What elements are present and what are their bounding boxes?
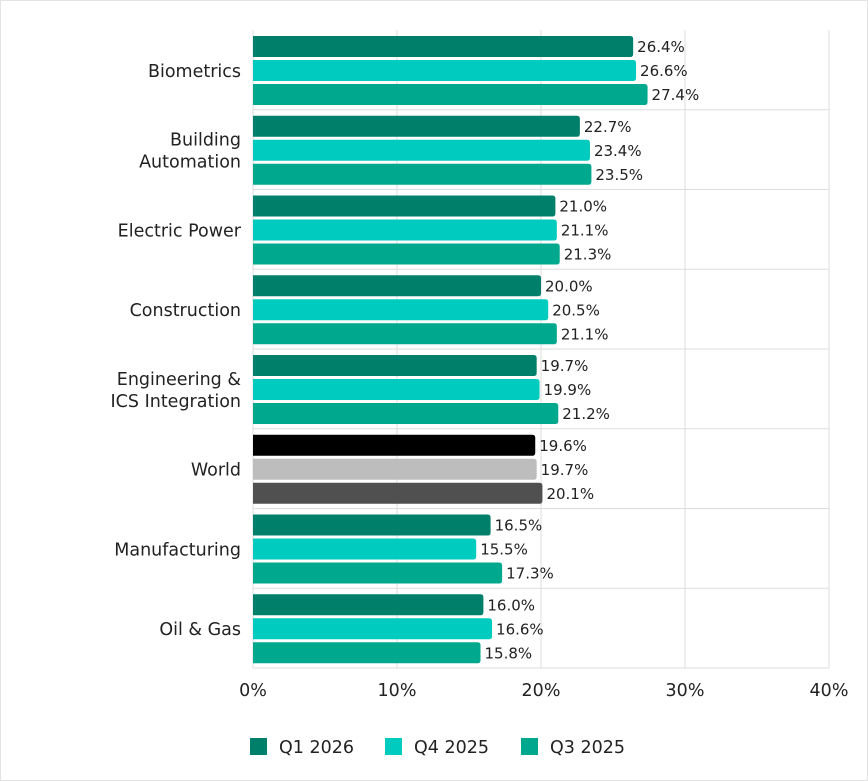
- legend-label: Q4 2025: [414, 738, 489, 758]
- bar: [253, 243, 560, 265]
- x-tick-label: 0%: [239, 681, 267, 701]
- category-label: Electric Power: [118, 221, 242, 241]
- category-label: Building: [170, 131, 241, 151]
- value-label: 26.6%: [640, 62, 688, 80]
- value-label: 20.5%: [552, 301, 600, 319]
- bar: [253, 299, 549, 321]
- value-label: 27.4%: [652, 86, 700, 104]
- legend-swatch: [250, 738, 267, 755]
- bar: [253, 84, 648, 105]
- bars: [253, 36, 648, 664]
- bar: [253, 219, 557, 241]
- value-label: 19.7%: [541, 461, 589, 479]
- bar: [253, 458, 537, 480]
- value-label: 23.4%: [594, 142, 642, 160]
- value-label: 19.9%: [544, 381, 592, 399]
- legend-label: Q1 2026: [279, 738, 354, 758]
- legend-label: Q3 2025: [550, 738, 625, 758]
- value-label: 21.1%: [561, 325, 609, 343]
- bar: [253, 323, 557, 345]
- value-label: 15.5%: [480, 541, 528, 559]
- bar: [253, 275, 541, 297]
- legend-swatch: [385, 738, 402, 755]
- category-label: Automation: [139, 153, 241, 173]
- bar: [253, 482, 543, 504]
- x-tick-label: 10%: [378, 681, 417, 701]
- bar: [253, 195, 556, 217]
- value-label: 15.8%: [485, 644, 533, 662]
- category-label: World: [191, 461, 241, 481]
- category-label: Biometrics: [148, 62, 241, 82]
- value-label: 26.4%: [637, 38, 685, 56]
- bar: [253, 163, 592, 185]
- value-label: 19.7%: [541, 357, 589, 375]
- bar: [253, 36, 634, 57]
- x-axis-ticks: 0% 10% 20% 30% 40%: [239, 681, 848, 701]
- value-label: 21.2%: [562, 405, 610, 423]
- legend: Q1 2026 Q4 2025 Q3 2025: [250, 738, 625, 758]
- value-label: 20.0%: [545, 277, 593, 295]
- value-label: 20.1%: [546, 485, 594, 503]
- x-tick-label: 40%: [810, 681, 849, 701]
- bar: [253, 642, 481, 664]
- category-label: ICS Integration: [111, 392, 241, 412]
- x-tick-label: 20%: [522, 681, 561, 701]
- value-label: 16.0%: [487, 596, 535, 614]
- value-label: 16.6%: [496, 620, 544, 638]
- value-label: 17.3%: [506, 565, 554, 583]
- value-label: 21.0%: [559, 198, 607, 216]
- value-label: 19.6%: [539, 437, 587, 455]
- category-label: Manufacturing: [114, 540, 241, 560]
- value-label: 22.7%: [584, 118, 632, 136]
- bar: [253, 514, 491, 536]
- bar: [253, 594, 484, 616]
- category-separators: [253, 109, 829, 669]
- category-label: Oil & Gas: [159, 620, 241, 640]
- value-label: 21.1%: [561, 222, 609, 240]
- value-labels: 26.4% 26.6% 27.4% 22.7% 23.4% 23.5% 21.0% 21.1%…: [480, 38, 699, 662]
- legend-swatch: [521, 738, 538, 755]
- bar: [253, 355, 537, 376]
- category-label: Engineering &: [117, 370, 242, 390]
- bar: [253, 562, 503, 584]
- bar: [253, 618, 493, 640]
- value-label: 16.5%: [495, 517, 543, 535]
- bar: [253, 139, 590, 161]
- bar: [253, 60, 637, 81]
- bar: [253, 115, 580, 137]
- x-tick-label: 30%: [666, 681, 705, 701]
- bar: [253, 434, 536, 456]
- value-label: 23.5%: [595, 166, 643, 184]
- bar: [253, 379, 540, 400]
- bar: [253, 538, 477, 560]
- bar: [253, 403, 559, 424]
- category-label: Construction: [130, 301, 241, 321]
- value-label: 21.3%: [564, 246, 612, 264]
